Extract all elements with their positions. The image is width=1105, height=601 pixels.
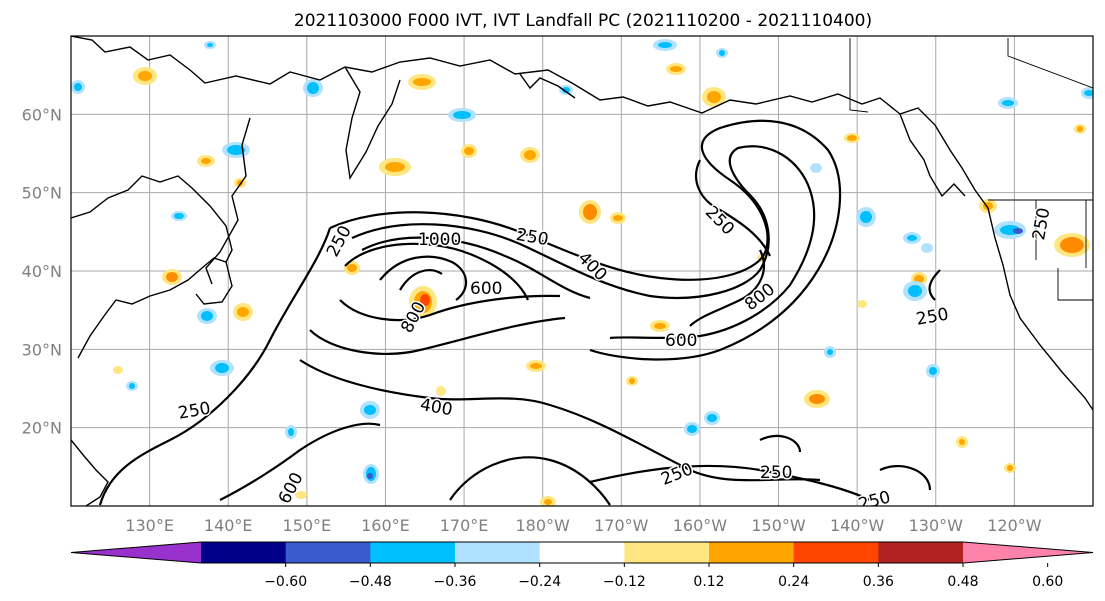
contour-label-600-b: 600 (665, 331, 697, 351)
colorbar-tick-label: 0.24 (778, 574, 809, 590)
colorbar-segment (709, 542, 795, 563)
lon-label: 140°W (830, 516, 885, 535)
ivt-contours (98, 119, 941, 506)
colorbar-extend-low (71, 542, 201, 563)
colorbar-tick-label: 0.12 (693, 574, 724, 590)
coastlines (71, 36, 1093, 506)
figure-title: 2021103000 F000 IVT, IVT Landfall PC (20… (294, 11, 872, 31)
colorbar-segment (370, 542, 456, 563)
lon-label: 150°E (283, 516, 332, 535)
colorbar-tick-label: −0.60 (264, 574, 307, 590)
lat-label: 20°N (22, 419, 62, 438)
colorbar-segment (201, 542, 287, 563)
political-borders (849, 38, 1093, 301)
colorbar-extend-high (963, 542, 1093, 563)
colorbar-tick-label: 0.60 (1032, 574, 1063, 590)
colorbar-segment (878, 542, 964, 563)
lat-label: 60°N (22, 105, 62, 124)
colorbar-tick-label: −0.12 (603, 574, 646, 590)
lat-label: 50°N (22, 184, 62, 203)
colorbar-tick-label: −0.36 (434, 574, 477, 590)
lon-label: 140°E (204, 516, 253, 535)
pc-shading (71, 39, 1093, 506)
colorbar-segment (539, 542, 625, 563)
colorbar: −0.60 −0.48 −0.36 −0.24 −0.12 0.12 0.24 0.36 0.4… (70, 541, 1094, 590)
contour-label-1000: 1000 (418, 230, 461, 250)
colorbar-segment (793, 542, 879, 563)
lon-label: 130°E (125, 516, 174, 535)
contour-label-250-g: 250 (760, 463, 792, 483)
lon-label: 160°E (361, 516, 410, 535)
lat-label: 40°N (22, 262, 62, 281)
lon-label: 150°W (751, 516, 806, 535)
lon-label: 160°W (673, 516, 728, 535)
lon-label: 180°W (516, 516, 571, 535)
colorbar-segment (455, 542, 541, 563)
colorbar-tick-label: 0.48 (947, 574, 978, 590)
lat-label: 30°N (22, 340, 62, 359)
map-frame (70, 35, 1094, 507)
map-panel: 250 1000 250 400 600 800 250 800 600 250… (71, 36, 1093, 506)
colorbar-tick-label: −0.24 (518, 574, 561, 590)
colorbar-outline (70, 541, 1094, 564)
lon-label: 120°W (987, 516, 1042, 535)
lon-label: 170°W (594, 516, 649, 535)
colorbar-tick-label: 0.36 (863, 574, 894, 590)
positive-pc-blob (113, 63, 1090, 506)
lon-label: 170°E (440, 516, 489, 535)
lat-tick-labels: 60°N 50°N 40°N 30°N 20°N (22, 105, 62, 437)
lon-tick-labels: 130°E 140°E 150°E 160°E 170°E 180°W 170°W 160°W… (125, 516, 1041, 535)
colorbar-segment (624, 542, 710, 563)
gridlines (71, 36, 1093, 506)
colorbar-segment (285, 542, 371, 563)
lon-label: 130°W (909, 516, 964, 535)
negative-pc-blob (71, 39, 1093, 484)
colorbar-tick-label: −0.48 (349, 574, 392, 590)
contour-label-600-a: 600 (470, 279, 502, 299)
